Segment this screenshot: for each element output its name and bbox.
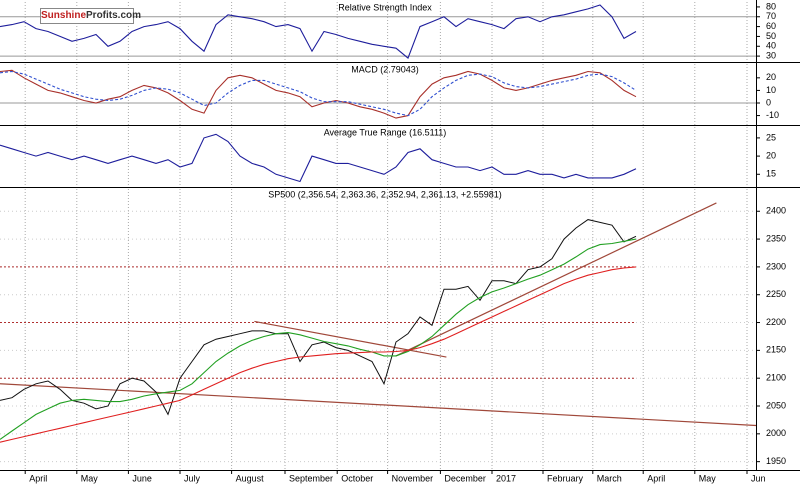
series-line xyxy=(0,238,637,440)
y-tick-label: 1950 xyxy=(766,456,786,466)
y-tick-label: 2000 xyxy=(766,428,786,438)
y-tick-label: 0 xyxy=(766,97,771,107)
x-tick-label: Jun xyxy=(751,473,766,483)
y-tick-label: 10 xyxy=(766,85,776,95)
y-tick-label: 2150 xyxy=(766,345,786,355)
logo: SunshineProfits.com xyxy=(40,8,141,24)
series-line xyxy=(0,133,637,183)
logo-part2: Profits.com xyxy=(86,10,142,21)
y-tick-label: 2400 xyxy=(766,206,786,216)
panel-title: MACD (2.79043) xyxy=(351,64,419,74)
x-tick-label: May xyxy=(81,473,99,483)
x-tick-label: April xyxy=(29,473,47,483)
panel-title: SP500 (2,356.54, 2,363.36, 2,352.94, 2,3… xyxy=(268,189,501,199)
y-tick-label: -10 xyxy=(766,110,779,120)
y-tick-label: 20 xyxy=(766,150,776,160)
series-line xyxy=(0,69,637,119)
trend-line xyxy=(395,202,717,357)
x-tick-label: September xyxy=(289,473,333,483)
y-tick-label: 50 xyxy=(766,31,776,41)
y-tick-label: 20 xyxy=(766,72,776,82)
y-tick-label: 60 xyxy=(766,21,776,31)
x-tick-label: August xyxy=(236,473,265,483)
panel-title: Relative Strength Index xyxy=(338,2,432,12)
y-tick-label: 80 xyxy=(766,1,776,11)
x-tick-label: July xyxy=(184,473,201,483)
series-line xyxy=(0,219,637,416)
trend-line xyxy=(254,320,447,358)
y-tick-label: 70 xyxy=(766,11,776,21)
x-tick-label: June xyxy=(132,473,152,483)
x-tick-label: October xyxy=(341,473,373,483)
y-tick-label: 15 xyxy=(766,169,776,179)
x-tick-label: April xyxy=(647,473,665,483)
y-tick-label: 40 xyxy=(766,41,776,51)
panel-title: Average True Range (16.5111) xyxy=(324,127,447,137)
y-tick-label: 30 xyxy=(766,50,776,60)
y-tick-label: 25 xyxy=(766,132,776,142)
x-tick-label: November xyxy=(392,473,434,483)
y-tick-label: 2100 xyxy=(766,373,786,383)
x-tick-label: December xyxy=(444,473,486,483)
y-tick-label: 2050 xyxy=(766,400,786,410)
logo-part1: Sunshine xyxy=(41,10,87,21)
x-tick-label: February xyxy=(547,473,584,483)
y-tick-label: 2300 xyxy=(766,261,786,271)
series-line xyxy=(0,4,637,60)
x-tick-label: May xyxy=(699,473,717,483)
y-tick-label: 2200 xyxy=(766,317,786,327)
trend-line xyxy=(0,383,757,427)
x-tick-label: 2017 xyxy=(496,473,516,483)
series-line xyxy=(0,70,637,117)
series-line xyxy=(0,266,637,443)
x-tick-label: March xyxy=(597,473,622,483)
y-tick-label: 2350 xyxy=(766,233,786,243)
y-tick-label: 2250 xyxy=(766,289,786,299)
